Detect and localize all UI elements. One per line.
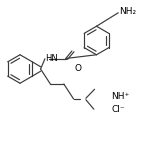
Text: NH₂: NH₂	[119, 8, 136, 16]
Text: HN: HN	[45, 54, 58, 63]
Text: O: O	[75, 64, 82, 73]
Text: NH⁺: NH⁺	[111, 92, 130, 101]
Text: Cl⁻: Cl⁻	[111, 105, 125, 114]
